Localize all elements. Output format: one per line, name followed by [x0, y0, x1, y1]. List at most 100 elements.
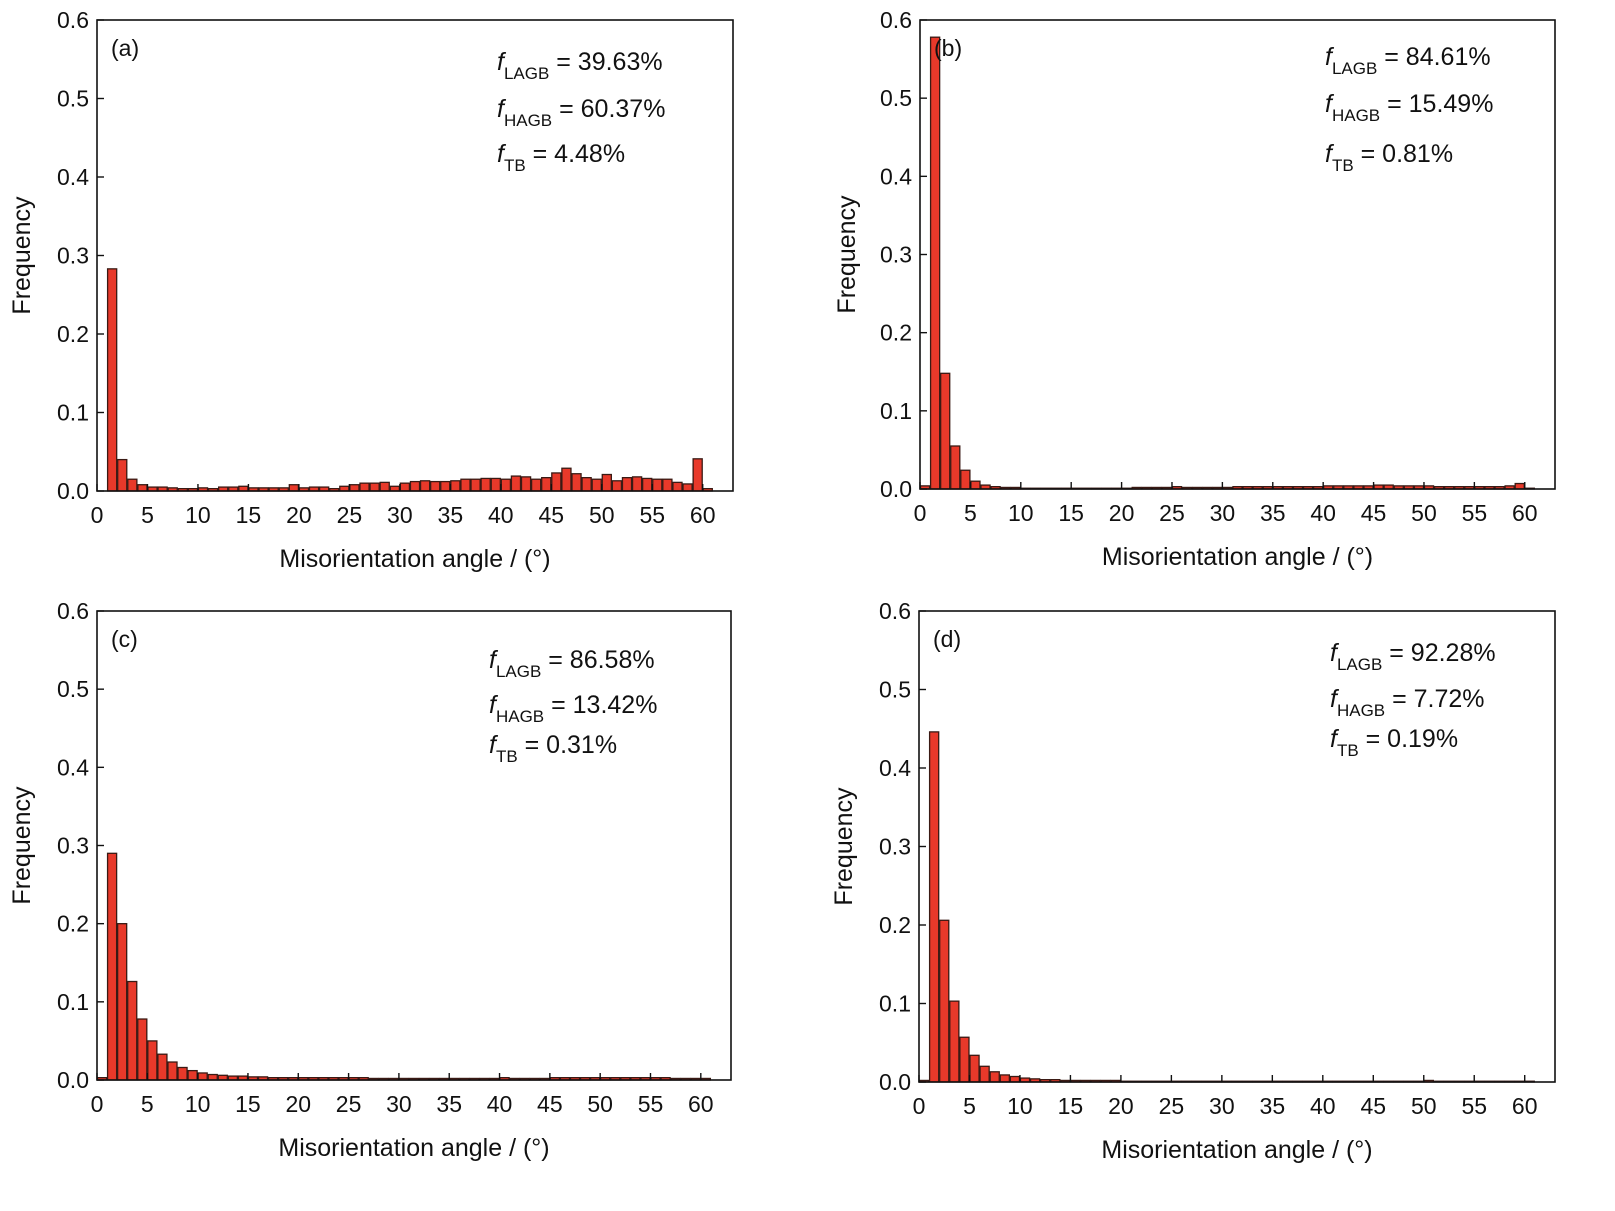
x-tick-label: 40: [1310, 1093, 1336, 1119]
plot-frame: [96, 19, 734, 492]
x-tick-label: 45: [537, 1091, 563, 1117]
bar: [571, 473, 582, 492]
annotation-subscript: HAGB: [504, 111, 552, 130]
annotation-value: = 92.28%: [1382, 639, 1495, 667]
annotation-hagb: fHAGB = 13.42%: [489, 691, 657, 726]
annotation-subscript: LAGB: [504, 64, 549, 83]
annotation-value: = 15.49%: [1380, 90, 1493, 118]
y-tick-label: 0.5: [880, 85, 912, 111]
x-tick-label: 55: [638, 1091, 664, 1117]
annotation-value: = 39.63%: [549, 48, 662, 76]
bar: [490, 477, 501, 492]
bar: [177, 1066, 188, 1081]
x-tick-label: 50: [587, 1091, 613, 1117]
annotation-lagb: fLAGB = 92.28%: [1330, 639, 1496, 674]
annotation-subscript: TB: [1337, 741, 1359, 760]
y-tick-label: 0.6: [880, 7, 912, 33]
y-axis-label: Frequency: [833, 195, 861, 314]
y-tick-label: 0.2: [880, 320, 912, 346]
annotation-value: = 0.31%: [518, 731, 617, 759]
bar: [940, 372, 951, 490]
x-tick-label: 5: [964, 500, 977, 526]
annotation-symbol: f: [1325, 90, 1335, 118]
x-tick-label: 10: [185, 502, 211, 528]
bar: [692, 458, 703, 492]
y-tick-label: 0.1: [57, 989, 89, 1015]
annotation-tb: fTB = 0.31%: [489, 731, 617, 766]
x-tick-label: 25: [1159, 1093, 1185, 1119]
x-tick-label: 50: [1411, 500, 1437, 526]
y-axis-label: Frequency: [8, 196, 36, 315]
annotation-symbol: f: [1325, 43, 1335, 71]
bar: [672, 481, 683, 492]
x-axis-label: Misorientation angle / (°): [1102, 543, 1373, 571]
y-tick-label: 0.3: [879, 834, 911, 860]
x-tick-label: 35: [1260, 1093, 1286, 1119]
x-tick-label: 30: [386, 1091, 412, 1117]
bar: [1514, 482, 1525, 490]
y-tick-label: 0.0: [57, 1067, 89, 1093]
annotation-value: = 0.19%: [1359, 725, 1458, 753]
y-tick-label: 0.6: [57, 7, 89, 33]
bar: [561, 467, 572, 492]
bar: [989, 1071, 1000, 1083]
x-tick-label: 20: [1108, 1093, 1134, 1119]
annotation-value: = 84.61%: [1377, 43, 1490, 71]
bar: [409, 480, 421, 492]
bar: [369, 482, 380, 492]
x-tick-label: 45: [1361, 500, 1387, 526]
y-tick-label: 0.1: [880, 398, 912, 424]
y-tick-label: 0.6: [57, 598, 89, 624]
y-tick-label: 0.5: [57, 86, 89, 112]
bar: [662, 478, 673, 492]
bar: [137, 1018, 148, 1081]
annotation-symbol: f: [497, 140, 507, 168]
x-tick-label: 0: [91, 502, 104, 528]
x-tick-label: 0: [91, 1091, 104, 1117]
annotation-symbol: f: [1330, 639, 1340, 667]
bar: [652, 478, 663, 492]
panel-label: (c): [111, 626, 138, 652]
annotation-hagb: fHAGB = 60.37%: [497, 95, 665, 130]
bar: [591, 478, 602, 492]
x-tick-label: 50: [589, 502, 615, 528]
x-tick-label: 15: [1058, 500, 1084, 526]
bar: [621, 477, 633, 492]
bar: [167, 1061, 178, 1081]
annotation-subscript: LAGB: [496, 662, 541, 681]
x-tick-label: 0: [913, 1093, 926, 1119]
bar: [928, 731, 940, 1083]
bar: [429, 480, 441, 492]
bar: [682, 483, 693, 492]
x-tick-label: 5: [963, 1093, 976, 1119]
annotation-tb: fTB = 0.81%: [1325, 140, 1453, 175]
x-tick-label: 25: [337, 502, 363, 528]
annotation-value: = 0.81%: [1354, 140, 1453, 168]
x-tick-label: 35: [438, 502, 464, 528]
x-tick-label: 15: [1058, 1093, 1084, 1119]
x-tick-label: 30: [387, 502, 413, 528]
panel-label: (a): [111, 35, 139, 61]
bar: [601, 473, 613, 492]
bar: [470, 478, 481, 492]
bar: [460, 478, 471, 492]
bar: [127, 980, 138, 1081]
x-tick-label: 60: [1512, 1093, 1538, 1119]
x-tick-label: 5: [141, 1091, 154, 1117]
bar: [127, 478, 138, 492]
y-tick-label: 0.3: [57, 833, 89, 859]
bar: [359, 482, 370, 492]
bar: [117, 458, 128, 492]
bar: [959, 1036, 970, 1083]
y-axis-label: Frequency: [830, 787, 858, 906]
bar: [541, 477, 552, 492]
bar: [440, 480, 451, 492]
x-tick-label: 45: [538, 502, 564, 528]
annotation-value: = 60.37%: [552, 95, 665, 123]
bar: [147, 1040, 158, 1081]
annotation-symbol: f: [497, 48, 507, 76]
y-tick-label: 0.4: [880, 163, 912, 189]
chart-panel-d: 0 5 10 15 20 25 30 35 40 45 50 55 60 0.0 0.1 0.2 0.3 0.4 0…: [830, 598, 1556, 1164]
y-tick-label: 0.6: [879, 598, 911, 624]
bar: [969, 1054, 980, 1083]
